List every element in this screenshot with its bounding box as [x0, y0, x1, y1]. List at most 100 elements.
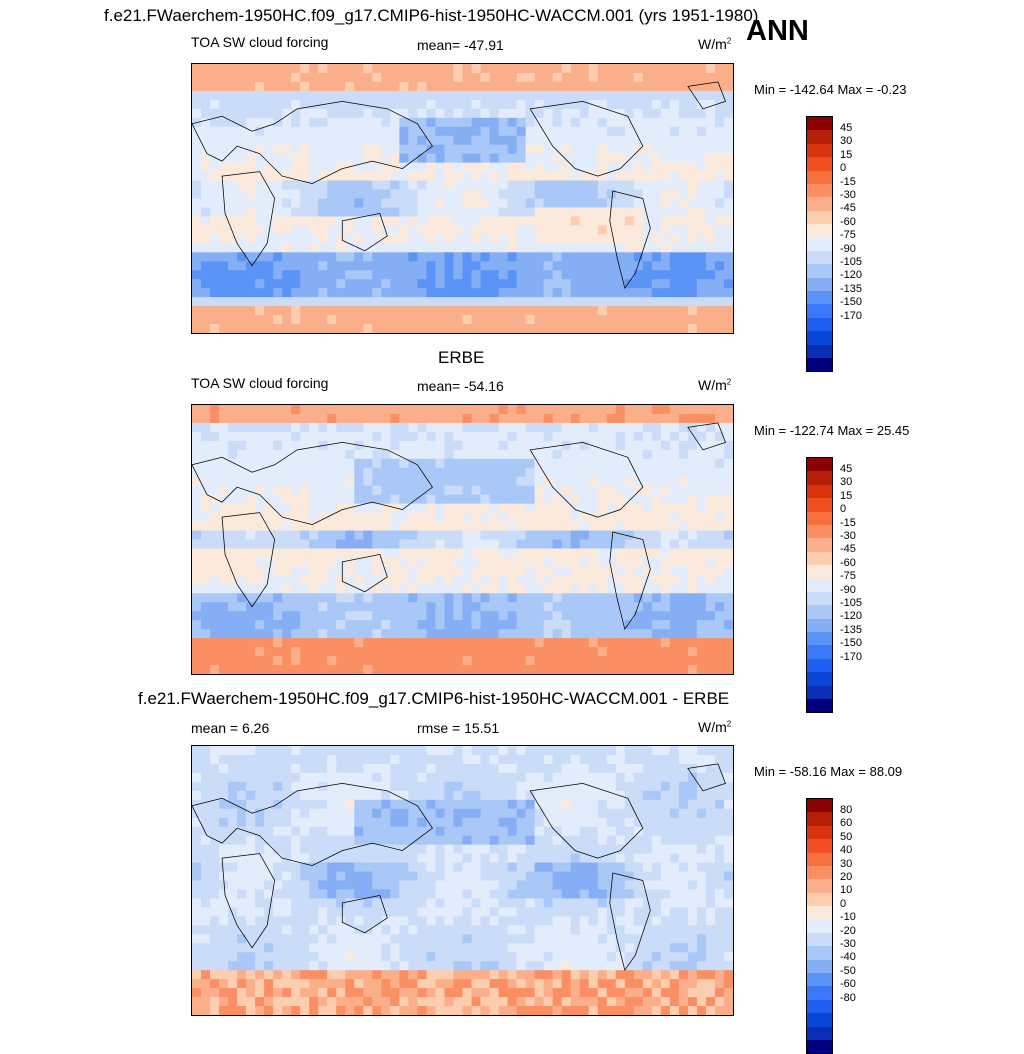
field-cell [291, 845, 300, 854]
field-cell [679, 216, 688, 225]
field-cell [273, 863, 282, 872]
field-cell [444, 163, 453, 172]
field-cell [219, 773, 228, 782]
field-cell [544, 638, 553, 647]
field-cell [481, 64, 490, 73]
field-cell [354, 324, 363, 333]
field-cell [372, 791, 381, 800]
field-cell [453, 486, 462, 495]
field-cell [679, 91, 688, 100]
field-cell [670, 82, 679, 91]
field-cell [652, 234, 661, 243]
field-cell [417, 432, 426, 441]
field-cell [210, 288, 219, 297]
field-cell [192, 764, 201, 773]
field-cell [499, 764, 508, 773]
field-cell [598, 656, 607, 665]
field-cell [291, 91, 300, 100]
field-cell [228, 934, 237, 943]
field-cell [544, 818, 553, 827]
field-cell [499, 243, 508, 252]
field-cell [255, 405, 264, 414]
field-cell [300, 952, 309, 961]
field-cell [273, 979, 282, 988]
field-cell [661, 656, 670, 665]
field-cell [571, 979, 580, 988]
field-cell [643, 522, 652, 531]
field-cell [535, 261, 544, 270]
field-cell [363, 109, 372, 118]
field-cell [273, 611, 282, 620]
field-cell [228, 611, 237, 620]
field-cell [544, 1006, 553, 1015]
field-cell [408, 746, 417, 755]
field-cell [444, 279, 453, 288]
field-cell [201, 315, 210, 324]
field-cell [490, 611, 499, 620]
field-cell [201, 584, 210, 593]
field-cell [463, 82, 472, 91]
field-cell [300, 961, 309, 970]
field-cell [697, 324, 706, 333]
field-cell [201, 504, 210, 513]
field-cell [255, 297, 264, 306]
field-cell [408, 943, 417, 952]
field-cell [363, 898, 372, 907]
field-cell [363, 73, 372, 82]
field-cell [580, 557, 589, 566]
field-cell [499, 566, 508, 575]
field-cell [526, 898, 535, 907]
field-cell [210, 234, 219, 243]
field-cell [246, 898, 255, 907]
field-cell [264, 647, 273, 656]
field-cell [264, 898, 273, 907]
field-cell [598, 127, 607, 136]
field-cell [607, 548, 616, 557]
field-cell [300, 584, 309, 593]
field-cell [255, 432, 264, 441]
field-cell [372, 279, 381, 288]
field-cell [282, 234, 291, 243]
field-cell [562, 827, 571, 836]
field-cell [255, 540, 264, 549]
field-cell [426, 854, 435, 863]
field-cell [363, 118, 372, 127]
field-cell [463, 557, 472, 566]
field-cell [327, 468, 336, 477]
field-cell [318, 809, 327, 818]
field-cell [435, 468, 444, 477]
field-cell [490, 225, 499, 234]
field-cell [201, 782, 210, 791]
field-cell [327, 881, 336, 890]
field-cell [372, 854, 381, 863]
field-cell [381, 207, 390, 216]
field-cell [544, 118, 553, 127]
colorbar [806, 457, 833, 713]
field-cell [210, 809, 219, 818]
field-cell [453, 934, 462, 943]
field-cell [517, 118, 526, 127]
field-cell [318, 988, 327, 997]
field-cell [291, 190, 300, 199]
field-cell [562, 181, 571, 190]
field-cell [453, 423, 462, 432]
field-cell [580, 216, 589, 225]
field-cell [282, 584, 291, 593]
field-cell [237, 315, 246, 324]
field-cell [435, 782, 444, 791]
field-cell [607, 91, 616, 100]
field-cell [417, 755, 426, 764]
field-cell [643, 82, 652, 91]
field-cell [652, 468, 661, 477]
field-cell [634, 513, 643, 522]
field-cell [291, 647, 300, 656]
field-cell [589, 432, 598, 441]
field-cell [408, 64, 417, 73]
field-cell [336, 907, 345, 916]
field-cell [499, 548, 508, 557]
field-cell [643, 297, 652, 306]
field-cell [300, 809, 309, 818]
field-cell [282, 818, 291, 827]
field-cell [210, 952, 219, 961]
field-cell [228, 818, 237, 827]
